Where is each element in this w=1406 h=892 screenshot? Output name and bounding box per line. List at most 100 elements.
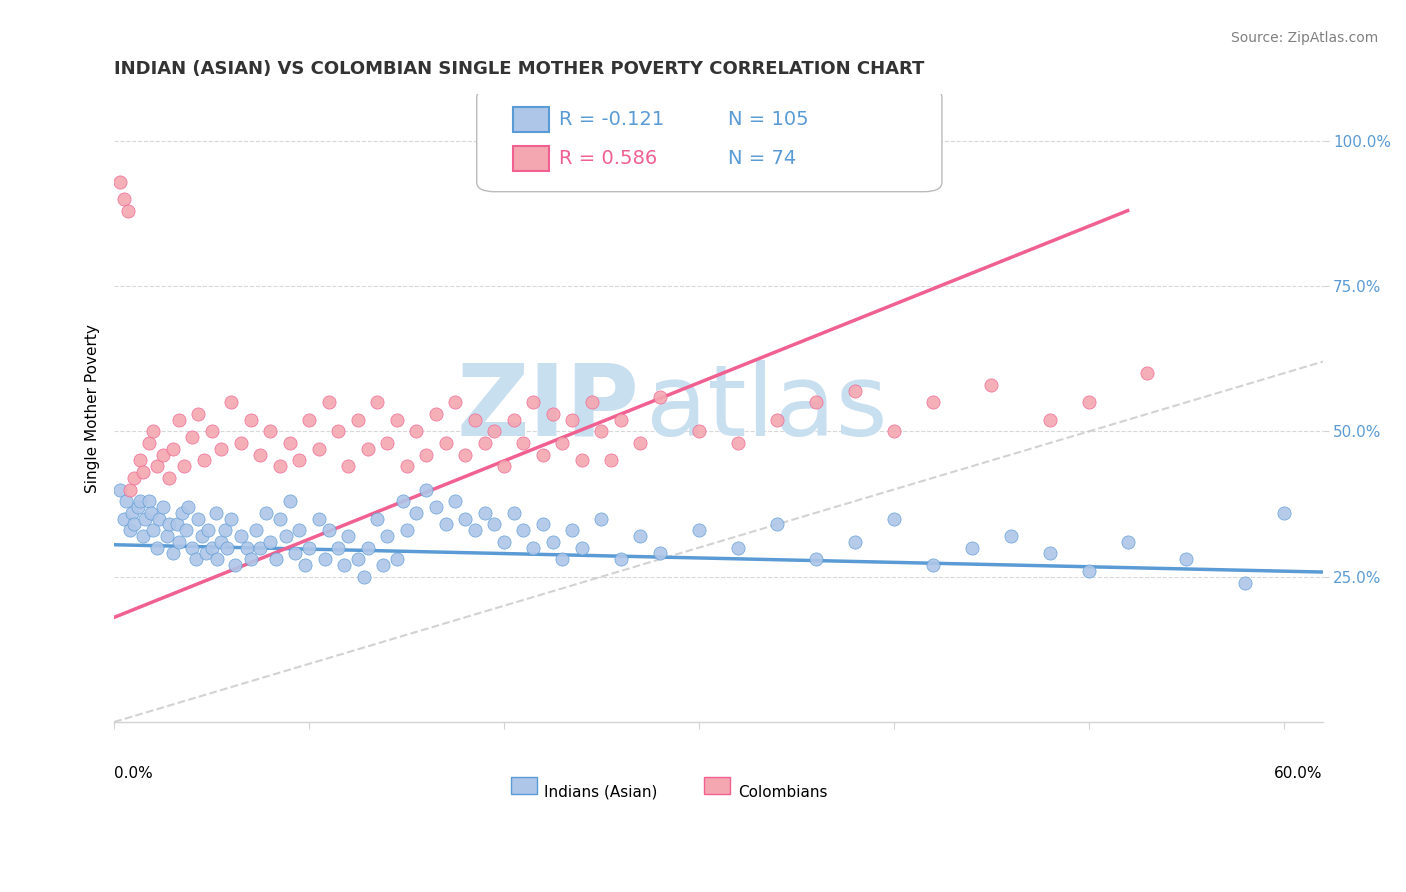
Point — [591, 425, 613, 439]
Point — [561, 523, 583, 537]
Point — [219, 511, 242, 525]
Point — [1000, 529, 1022, 543]
Point — [235, 541, 257, 555]
Point — [108, 483, 131, 497]
Point — [391, 494, 413, 508]
Point — [132, 465, 155, 479]
Point — [804, 395, 827, 409]
Point — [522, 395, 544, 409]
Point — [464, 523, 486, 537]
Point — [201, 425, 224, 439]
Text: 0.0%: 0.0% — [114, 766, 153, 780]
Point — [328, 425, 350, 439]
Point — [366, 395, 388, 409]
Point — [415, 448, 437, 462]
Point — [157, 471, 180, 485]
Point — [591, 511, 613, 525]
Point — [201, 541, 224, 555]
Point — [434, 436, 457, 450]
Point — [191, 529, 214, 543]
FancyBboxPatch shape — [477, 88, 942, 192]
Point — [688, 523, 710, 537]
Point — [346, 552, 368, 566]
Text: Indians (Asian): Indians (Asian) — [544, 785, 658, 800]
Point — [217, 541, 239, 555]
Point — [366, 511, 388, 525]
Point — [254, 506, 277, 520]
Point — [571, 541, 593, 555]
Point — [1077, 395, 1099, 409]
Point — [122, 517, 145, 532]
Point — [541, 534, 564, 549]
Point — [395, 523, 418, 537]
Point — [156, 529, 179, 543]
Point — [648, 390, 671, 404]
Text: Colombians: Colombians — [738, 785, 827, 800]
Point — [1175, 552, 1198, 566]
Point — [187, 407, 209, 421]
Point — [197, 523, 219, 537]
Point — [278, 494, 301, 508]
Point — [1039, 413, 1062, 427]
Point — [512, 436, 534, 450]
Point — [804, 552, 827, 566]
Text: 60.0%: 60.0% — [1274, 766, 1323, 780]
Point — [314, 552, 336, 566]
Point — [115, 494, 138, 508]
Point — [464, 413, 486, 427]
Point — [193, 453, 215, 467]
Point — [425, 500, 447, 514]
Point — [128, 453, 150, 467]
Point — [138, 436, 160, 450]
Point — [127, 500, 149, 514]
Text: N = 74: N = 74 — [728, 149, 796, 168]
Point — [454, 448, 477, 462]
Point — [134, 511, 156, 525]
Point — [142, 425, 165, 439]
Point — [284, 546, 307, 560]
Point — [581, 395, 603, 409]
Point — [474, 506, 496, 520]
Point — [648, 546, 671, 560]
Point — [1116, 534, 1139, 549]
Point — [181, 541, 204, 555]
Point — [138, 494, 160, 508]
Point — [492, 534, 515, 549]
Point — [148, 511, 170, 525]
Point — [132, 529, 155, 543]
FancyBboxPatch shape — [513, 146, 550, 171]
Point — [356, 541, 378, 555]
Point — [146, 541, 169, 555]
Point — [224, 558, 246, 572]
Point — [628, 436, 651, 450]
Point — [522, 541, 544, 555]
Point — [1233, 575, 1256, 590]
Text: ZIP: ZIP — [457, 359, 640, 457]
Point — [883, 511, 905, 525]
Point — [1136, 367, 1159, 381]
Point — [141, 506, 163, 520]
Point — [610, 552, 633, 566]
Point — [531, 517, 554, 532]
Point — [415, 483, 437, 497]
Point — [318, 523, 340, 537]
Point — [122, 471, 145, 485]
Point — [128, 494, 150, 508]
Point — [1272, 506, 1295, 520]
Point — [333, 558, 356, 572]
Point — [269, 459, 291, 474]
Point — [444, 395, 467, 409]
Point — [356, 442, 378, 456]
Point — [375, 436, 398, 450]
Point — [405, 425, 427, 439]
Point — [610, 413, 633, 427]
Point — [108, 175, 131, 189]
Point — [274, 529, 297, 543]
Point — [187, 511, 209, 525]
Point — [117, 203, 139, 218]
Point — [239, 413, 262, 427]
Point — [249, 448, 271, 462]
Point — [405, 506, 427, 520]
Point — [454, 511, 477, 525]
Point — [177, 500, 200, 514]
